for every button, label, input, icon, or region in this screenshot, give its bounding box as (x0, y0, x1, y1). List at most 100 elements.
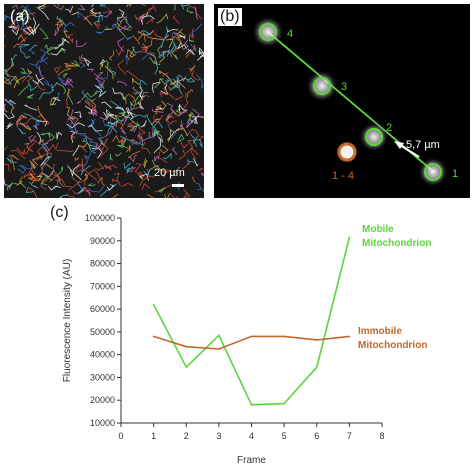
network-strand (78, 4, 86, 11)
series-line-immobile (153, 335, 350, 350)
network-strand (177, 75, 183, 95)
network-strand (10, 149, 26, 160)
network-strand (82, 136, 88, 143)
network-strand (89, 140, 98, 151)
network-strand (18, 81, 30, 96)
network-strand (102, 7, 111, 14)
network-strand (4, 35, 6, 37)
network-strand (173, 33, 183, 42)
network-strand (109, 153, 113, 161)
network-strand (114, 114, 123, 123)
network-strand (43, 118, 49, 126)
network-strand (144, 114, 154, 127)
data-point (218, 334, 220, 337)
network-strand (151, 108, 164, 113)
network-strand (39, 55, 49, 64)
network-strand (94, 90, 103, 94)
mitochondria-network-image: (a) 20 µm (4, 4, 204, 198)
network-strand (122, 92, 126, 100)
network-strand (70, 135, 76, 139)
network-strand (108, 67, 117, 76)
x-tick-label: 8 (379, 431, 384, 441)
network-strand (199, 47, 204, 57)
network-strand (143, 158, 148, 169)
network-strand (104, 164, 118, 169)
network-strand (79, 61, 87, 68)
network-strand (56, 149, 74, 153)
network-strand (99, 112, 109, 121)
chart-labels: Frame Fluorescence Intensity (AU) Mobile Mi… (62, 224, 431, 466)
network-strand (91, 147, 103, 159)
network-strand (114, 172, 121, 187)
scalebar-label: 20 µm (154, 167, 185, 179)
network-strand (165, 118, 178, 125)
network-strand (29, 44, 38, 51)
network-strand (153, 137, 162, 154)
network-strand (23, 169, 32, 179)
x-tick-label: 3 (216, 431, 221, 441)
network-strand (30, 162, 36, 176)
data-point (250, 335, 253, 338)
network-strand (99, 4, 106, 8)
network-strand (29, 181, 39, 189)
network-strand (170, 194, 178, 198)
network-strand (104, 120, 119, 138)
network-strand (8, 25, 18, 29)
series-label: Immobile (358, 326, 402, 337)
network-strand (21, 162, 35, 170)
network-strand (117, 59, 127, 75)
network-strand (35, 74, 44, 86)
network-strand (71, 163, 84, 172)
network-strand (96, 161, 105, 171)
network-strand (104, 65, 114, 80)
immobile-mitochondrion: 1 - 4 (332, 140, 359, 182)
network-strand (148, 29, 155, 36)
network-strand (182, 161, 191, 170)
network-strand (54, 28, 60, 37)
network-strand (186, 158, 195, 163)
network-strand (153, 60, 159, 75)
network-strand (174, 166, 181, 173)
network-strand (19, 21, 30, 31)
network-strand (13, 182, 26, 189)
network-strand (163, 82, 175, 99)
network-strand (180, 4, 191, 10)
network-strand (36, 132, 41, 145)
data-point (315, 366, 318, 368)
network-strand (57, 76, 70, 85)
network-strand (151, 120, 163, 129)
network-strand (146, 17, 153, 25)
network-strand (95, 171, 101, 180)
network-strand (177, 41, 187, 50)
network-strand (40, 48, 48, 65)
network-strand (84, 100, 91, 108)
network-strand (154, 184, 172, 193)
network-strand (48, 131, 56, 141)
data-point (283, 335, 285, 338)
network-strand (159, 51, 166, 63)
network-strand (140, 120, 147, 128)
network-strand (38, 89, 55, 100)
network-strand (157, 187, 166, 193)
network-strand (134, 13, 145, 21)
network-strand (27, 177, 36, 185)
network-strand (66, 122, 86, 129)
network-strand (24, 142, 34, 153)
network-strand (10, 75, 19, 84)
network-strand (84, 173, 88, 181)
network-strand (11, 4, 18, 9)
intensity-chart: 0 1 2 3 4 5 6 7 8 10000 20000 30000 40000 50000 60000 7… (62, 213, 431, 466)
y-tick-label: 40000 (90, 350, 115, 360)
network-strand (179, 120, 183, 131)
network-strand (71, 176, 86, 187)
network-strand (36, 174, 43, 182)
network-strand (84, 187, 92, 194)
network-strand (4, 112, 15, 119)
network-strand (141, 183, 151, 191)
network-strand (104, 109, 112, 121)
network-strand (28, 134, 37, 143)
network-strand (22, 118, 36, 125)
network-strand (27, 186, 38, 198)
network-strand (4, 109, 8, 113)
network-strand (71, 11, 79, 16)
